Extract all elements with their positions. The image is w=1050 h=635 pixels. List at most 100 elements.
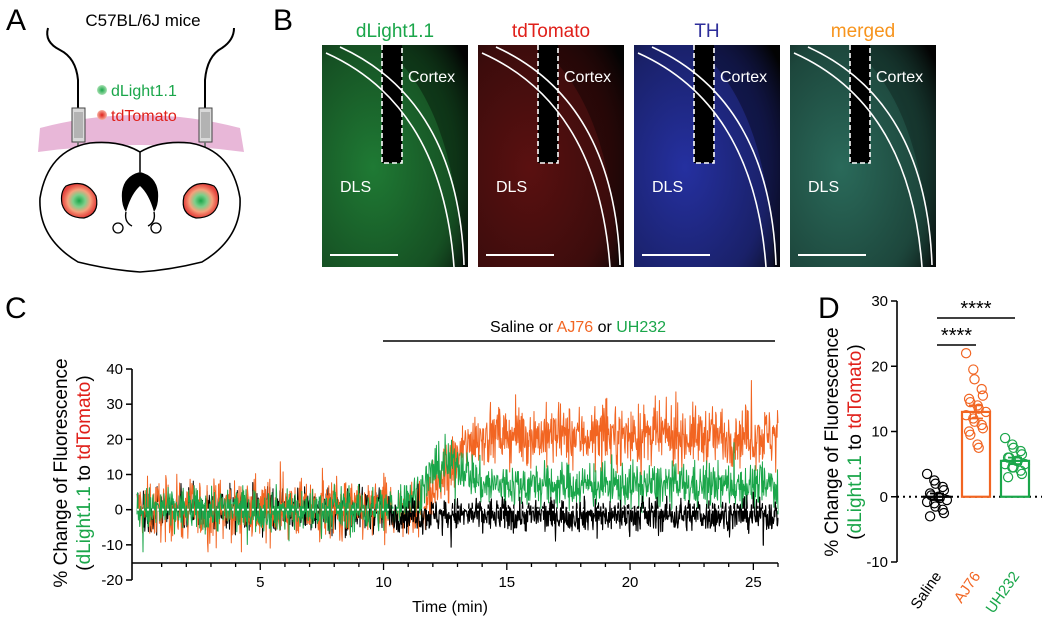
bar-point-aj76 [968, 364, 979, 375]
trace-ylabel-close: ) [74, 375, 95, 381]
right-striatum-expression [182, 183, 220, 219]
right-ferrule-shade [201, 112, 210, 138]
dlight-legend-label: dLight1.1 [111, 83, 177, 100]
y-tick-label: 10 [106, 467, 123, 484]
bar-point-aj76 [973, 442, 984, 454]
corpus-callosum-inner [793, 52, 923, 268]
cortex-region [538, 45, 624, 267]
treatment-label-aj76: AJ76 [557, 319, 594, 336]
fiber-track-outline [693, 45, 715, 164]
bar-point-aj76 [980, 406, 992, 418]
dls-label: DLS [652, 179, 683, 196]
bar-point-aj76 [969, 416, 980, 427]
histology-image-3: TH Cortex DLS [634, 21, 780, 268]
bar-point-uh232 [1016, 468, 1028, 480]
ventricle-right-tail [147, 211, 156, 227]
treatment-label-uh232: UH232 [616, 319, 666, 336]
bar-point-saline [924, 511, 936, 522]
y-tick-label: -10 [101, 537, 123, 554]
bar-point-aj76 [960, 409, 972, 421]
trace-ylabel-red: tdTomato [74, 382, 95, 460]
fiber-track [538, 45, 558, 163]
fiber-track [694, 45, 714, 163]
bar-ylabel-red: tdTomato [845, 351, 866, 429]
right-fiber-cable [204, 27, 235, 112]
sig-label-saline-aj76: **** [941, 325, 972, 347]
treatment-label: Saline or AJ76 or UH232 [490, 319, 666, 336]
left-striatum-expression [60, 183, 98, 219]
category-label-uh232: UH232 [983, 569, 1024, 617]
left-fiber-cable [46, 27, 79, 112]
bar-ylabel-line1: % Change of Fluorescence [822, 327, 843, 556]
category-label-saline: Saline [907, 569, 945, 613]
y-tick-label: 30 [106, 396, 123, 413]
bar-point-aj76 [976, 383, 987, 395]
trace-uh232 [136, 433, 779, 553]
trace-ylabel-line1: % Change of Fluorescence [51, 358, 72, 587]
x-tick-label: 10 [375, 574, 392, 591]
brain-ventricles [121, 172, 159, 212]
bar-point-uh232 [1008, 442, 1019, 454]
panel-a: A C57BL/6J mice [6, 4, 244, 273]
x-tick-label: 5 [256, 574, 264, 591]
bar-point-saline [938, 507, 950, 519]
corpus-callosum-outer [651, 46, 777, 266]
tdtomato-legend-label: tdTomato [111, 108, 177, 125]
y-tick-label: 20 [106, 431, 123, 448]
bar-ylabel-open: ( [845, 533, 866, 540]
bar-point-saline [930, 501, 941, 512]
corpus-callosum-inner [481, 52, 611, 268]
bar-ylabel-green: dLight1.1 [845, 455, 866, 533]
bar-point-saline [921, 468, 933, 480]
y-tick-label: 40 [106, 361, 123, 378]
fiber-track-outline [849, 45, 871, 164]
corpus-callosum-outer [495, 46, 621, 266]
bar-point-aj76 [969, 374, 980, 385]
image-title: TH [694, 21, 719, 42]
left-commissure-circle [112, 222, 124, 234]
corpus-callosum-inner [637, 52, 767, 268]
trace-ylabel-to: to [74, 460, 95, 486]
bar-point-uh232 [999, 432, 1011, 444]
bar-point-aj76 [973, 403, 984, 414]
left-ferrule-shade [74, 112, 83, 138]
right-commissure-circle [150, 222, 162, 234]
bar-point-aj76 [977, 390, 989, 401]
trace-ylabel-line2: (dLight1.1 to tdTomato) [74, 375, 95, 570]
cortex-label: Cortex [720, 69, 767, 86]
trace-xlabel: Time (min) [412, 599, 488, 616]
corpus-callosum-outer [807, 46, 933, 266]
panel-d: D % Change of Fluorescence (dLight1.1 to… [818, 292, 1042, 617]
x-tick-label: 15 [498, 574, 515, 591]
trace-saline-post [388, 483, 779, 548]
image-title: tdTomato [512, 21, 590, 42]
mouse-strain-label: C57BL/6J mice [85, 11, 200, 30]
y-tick-label: 0 [115, 502, 123, 519]
category-label-aj76: AJ76 [951, 569, 985, 607]
corpus-callosum-outer [339, 46, 465, 266]
fiber-track-outline [537, 45, 559, 164]
corpus-callosum-inner [325, 52, 455, 268]
bar-y-tick-label: 20 [871, 358, 888, 375]
bar-point-saline [930, 478, 941, 489]
cortex-region [850, 45, 936, 267]
bar-point-aj76 [977, 423, 989, 434]
histology-image-1: dLight1.1 Cortex DLS [322, 21, 468, 268]
fiber-track-outline [381, 45, 403, 164]
bar-point-aj76 [965, 429, 976, 440]
bar-y-tick-label: 0 [880, 489, 888, 506]
histology-image-4: merged Cortex DLS [790, 21, 936, 268]
panel-d-letter: D [818, 292, 840, 325]
bar-y-tick-label: 10 [871, 424, 888, 441]
bar-y-tick-label: -10 [866, 554, 888, 571]
panel-b: B dLight1.1 Cortex DLS tdTomato Cortex DLS TH C… [273, 4, 936, 268]
bar-point-uh232 [1008, 462, 1019, 473]
bar-y-tick-label: 30 [871, 293, 888, 310]
bar-point-aj76 [965, 396, 976, 408]
fluorescence-trace-chart: -20 -10 0 10 20 30 40 5 10 15 20 25 [101, 361, 779, 591]
panel-b-letter: B [273, 4, 293, 37]
bar-point-saline [938, 485, 950, 496]
treatment-label-or: or [593, 319, 616, 336]
trace-ylabel-open: ( [74, 564, 95, 571]
